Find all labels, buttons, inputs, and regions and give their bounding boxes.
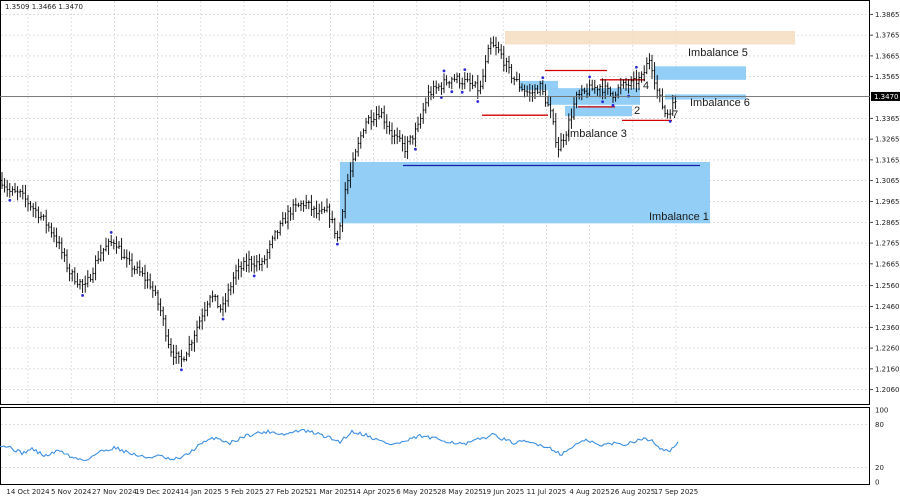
price-tick-label: 1.2460 — [875, 303, 900, 311]
price-tick-label: 1.2865 — [875, 219, 900, 227]
time-tick-label: 5 Nov 2024 — [51, 488, 92, 496]
time-tick-label: 5 Feb 2025 — [224, 488, 263, 496]
fractal-down-marker — [221, 317, 225, 321]
fractal-up-marker — [635, 65, 638, 69]
oscillator — [0, 424, 869, 468]
time-tick-label: 4 Aug 2025 — [569, 488, 609, 496]
zone-label-2: 2 — [634, 105, 640, 117]
price-tick-label: 1.2560 — [875, 282, 900, 290]
fractal-up-marker — [463, 68, 467, 71]
fractal-down-marker — [668, 119, 672, 123]
price-tick-label: 1.3665 — [875, 52, 900, 60]
zone-rect — [655, 66, 746, 80]
current-price-tag-text: 1.3470 — [874, 93, 899, 101]
time-tick-label: 27 Feb 2025 — [265, 488, 309, 496]
price-tick-label: 1.3165 — [875, 156, 900, 164]
time-tick-label: 14 Apr 2025 — [352, 488, 395, 496]
price-axis: 1.3865 1.3765 1.3665 1.3565 1.3365 1.3265 1.31… — [869, 11, 900, 394]
indicator-panel-frame — [0, 407, 870, 485]
fractal-down-marker — [81, 294, 84, 297]
time-tick-label: 14 Oct 2024 — [6, 488, 50, 496]
fractal-down-marker — [180, 368, 183, 372]
price-tick-label: 1.3065 — [875, 177, 900, 185]
zone-rect — [565, 105, 632, 117]
price-tick-label: 1.2665 — [875, 260, 900, 268]
price-tick-label: 1.3365 — [875, 115, 900, 123]
price-tick-label: 1.3865 — [875, 11, 900, 19]
price-levels — [403, 69, 700, 167]
fractal-down-marker — [476, 100, 480, 103]
time-tick-label: 26 Aug 2025 — [610, 488, 655, 496]
price-tick-label: 1.2260 — [875, 345, 900, 353]
price-tick-label: 1.3265 — [875, 136, 900, 144]
time-tick-label: 19 Jun 2025 — [482, 488, 524, 496]
zone-rect — [520, 80, 558, 91]
fractal-down-marker — [601, 100, 604, 104]
zone-rect — [505, 30, 795, 45]
price-tick-label: 1.3765 — [875, 32, 900, 40]
indicator-tick-label: 80 — [875, 421, 884, 429]
price-tick-label: 1.2965 — [875, 198, 900, 206]
price-tick-label: 1.2360 — [875, 324, 900, 332]
time-tick-label: 21 Mar 2025 — [308, 488, 352, 496]
time-tick-label: 14 Jan 2025 — [180, 488, 222, 496]
imbalance-3-label: Imbalance 3 — [567, 128, 627, 140]
fractal-up-marker — [109, 231, 113, 234]
imbalance-6-label: Imbalance 6 — [690, 97, 750, 109]
fractal-down-marker — [414, 147, 417, 151]
ohlc-readout: 1.3509 1.3466 1.3470 — [5, 3, 83, 11]
price-tick-label: 1.2060 — [875, 386, 900, 394]
time-tick-label: 28 May 2025 — [437, 488, 483, 496]
imbalance-zones — [340, 30, 795, 224]
time-tick-label: 27 Nov 2024 — [92, 488, 137, 496]
time-tick-label: 6 May 2025 — [396, 488, 437, 496]
zone-rect — [340, 161, 710, 224]
price-tick-label: 1.2160 — [875, 365, 900, 373]
time-tick-label: 17 Sep 2025 — [654, 488, 698, 496]
fractal-down-marker — [8, 198, 12, 202]
fractal-up-marker — [588, 75, 591, 79]
fractal-down-marker — [611, 103, 615, 107]
ohlc-bars — [0, 36, 677, 368]
zone-label-7: 7 — [672, 109, 678, 121]
zone-label-4: 4 — [643, 80, 649, 92]
indicator-tick-label: 0 — [875, 479, 879, 487]
indicator-axis: 100 80 20 0 — [875, 407, 888, 487]
fractal-down-marker — [336, 242, 339, 246]
time-tick-label: 19 Dec 2024 — [135, 488, 180, 496]
current-price-tag — [871, 91, 900, 101]
time-tick-label: 11 Jul 2025 — [527, 488, 567, 496]
zone-rect — [665, 94, 746, 100]
fractal-down-marker — [450, 90, 454, 94]
fractal-down-marker — [460, 90, 464, 94]
fractal-up-marker — [541, 76, 545, 79]
price-tick-label: 1.2765 — [875, 240, 900, 248]
oscillator-line — [0, 428, 679, 462]
fractal-down-marker — [252, 274, 256, 278]
imbalance-1-label: Imbalance 1 — [649, 211, 709, 223]
imbalance-5-label: Imbalance 5 — [688, 47, 748, 59]
price-tick-label: 1.3565 — [875, 73, 900, 81]
indicator-tick-label: 20 — [875, 464, 884, 472]
indicator-tick-label: 100 — [875, 407, 888, 415]
fractal-up-marker — [442, 69, 446, 73]
